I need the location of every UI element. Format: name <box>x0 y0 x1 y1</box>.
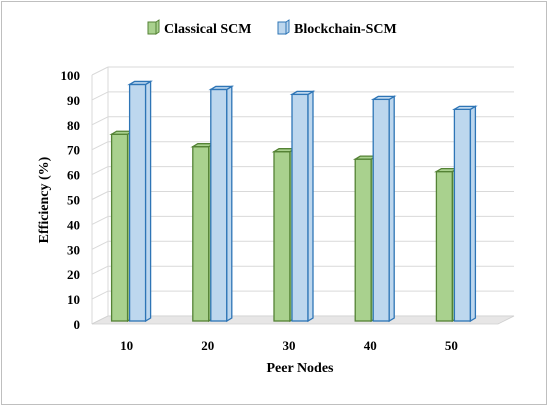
legend-item-classical: Classical SCM <box>147 19 252 37</box>
bar-top <box>370 95 397 101</box>
bar-front <box>372 98 390 322</box>
x-tick-label: 30 <box>283 338 296 353</box>
bar-blockchain-50 <box>452 105 478 323</box>
bar-front <box>291 93 309 322</box>
bar-front <box>192 146 210 322</box>
y-tick-label: 70 <box>67 143 80 158</box>
bar-front <box>210 88 228 322</box>
bar-blockchain-40 <box>370 95 397 323</box>
bar-blockchain-20 <box>208 85 235 323</box>
legend-label: Classical SCM <box>164 22 252 37</box>
legend-swatch <box>147 21 157 35</box>
y-tick-label: 90 <box>67 93 80 108</box>
bar-blockchain-10 <box>127 80 153 323</box>
y-tick-label: 0 <box>74 317 81 332</box>
y-tick-label: 50 <box>67 193 80 208</box>
bar-front <box>128 83 147 322</box>
x-tick-label: 10 <box>120 338 133 353</box>
legend: Classical SCM Blockchain-SCM <box>147 19 397 37</box>
grid-line-diag <box>91 166 109 176</box>
x-tick-label: 40 <box>364 338 377 353</box>
y-tick-label: 40 <box>67 217 80 232</box>
x-tick-label: 50 <box>445 338 458 353</box>
y-axis-label: Efficiency (%) <box>37 156 52 243</box>
x-tick-labels: 10 20 30 40 50 <box>120 338 458 353</box>
bar-top <box>452 105 478 110</box>
bar-side <box>144 80 152 323</box>
bar-blockchain-30 <box>289 90 316 323</box>
bar-side <box>388 95 395 323</box>
grid-line-diag <box>91 240 109 250</box>
bar-front <box>273 151 291 322</box>
bars <box>109 80 478 323</box>
bar-front <box>110 133 129 322</box>
y-tick-label: 100 <box>61 68 81 83</box>
bar-top <box>127 80 153 86</box>
y-tick-labels: 0 10 20 30 40 50 60 70 80 90 100 <box>61 68 81 332</box>
legend-swatch-side <box>285 19 290 35</box>
legend-item-blockchain: Blockchain-SCM <box>277 19 397 37</box>
bar-side <box>469 105 477 323</box>
y-tick-label: 20 <box>67 267 80 282</box>
y-tick-label: 10 <box>67 292 80 307</box>
legend-swatch-side <box>155 19 160 35</box>
grid-line-diag <box>91 66 109 76</box>
x-axis-label: Peer Nodes <box>267 361 335 376</box>
bar-top <box>289 90 316 96</box>
grid-line-diag <box>91 141 109 151</box>
y-tick-label: 60 <box>67 168 80 183</box>
legend-label: Blockchain-SCM <box>294 22 397 37</box>
x-tick-label: 20 <box>201 338 214 353</box>
grid-line-diag <box>91 215 109 225</box>
bar-front <box>354 158 372 322</box>
bar-classical-20 <box>190 142 217 323</box>
bar-top <box>208 85 235 91</box>
bar-side <box>307 90 314 323</box>
grid-line-diag <box>91 91 109 101</box>
y-tick-label: 30 <box>67 242 80 257</box>
bar-front <box>453 108 472 322</box>
grid-line-diag <box>91 116 109 126</box>
bar-front <box>435 170 454 322</box>
bar-side <box>226 85 233 323</box>
grid-line-diag <box>91 191 109 200</box>
grid-line-diag <box>91 265 109 275</box>
y-tick-label: 80 <box>67 118 80 133</box>
legend-swatch <box>277 21 287 35</box>
grid-line-diag <box>91 290 109 300</box>
